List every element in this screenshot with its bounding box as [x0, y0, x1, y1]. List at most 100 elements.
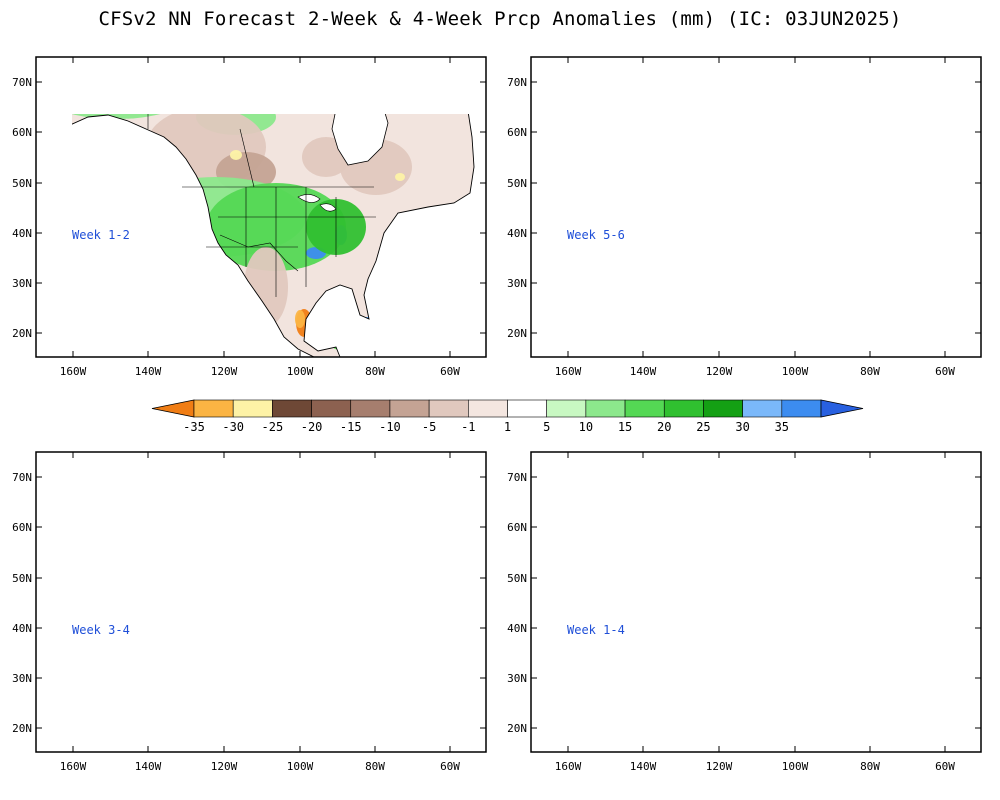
lat-tick-label: 70N [507, 76, 527, 89]
lon-tick-label: 60W [935, 760, 955, 773]
lat-tick-label: 50N [12, 572, 32, 585]
panel-frame [530, 451, 982, 753]
lon-tick-label: 140W [135, 365, 162, 378]
colorbar-swatch [232, 399, 273, 418]
colorbar-swatch [546, 399, 587, 418]
colorbar-swatch [389, 399, 430, 418]
colorbar-tick-label: 10 [579, 420, 593, 434]
lon-tick-label: 100W [782, 365, 809, 378]
political-boundaries [72, 114, 475, 358]
map-panel-week-1-2: Week 1-2 70N 60N 50N 40N 30N 20N 160W 140W 120W 1… [12, 56, 487, 378]
colorbar-tick-label: -1 [461, 420, 475, 434]
colorbar-swatch [703, 399, 743, 418]
lon-tick-label: 140W [630, 365, 657, 378]
panel-label: Week 3-4 [72, 623, 130, 637]
lon-tick-label: 100W [287, 760, 314, 773]
lat-tick-label: 60N [507, 521, 527, 534]
colorbar-swatch [507, 399, 547, 418]
colorbar-tick-label: 25 [696, 420, 710, 434]
panel-label: Week 5-6 [567, 228, 625, 242]
colorbar-tick-label: 5 [543, 420, 550, 434]
colorbar-swatch [193, 399, 234, 418]
map-panel-week-1-4: Week 1-4 70N 60N 50N 40N 30N 20N 160W 140W 120W 1… [507, 451, 982, 773]
lat-tick-label: 30N [12, 277, 32, 290]
map-panel-week-3-4: Week 3-4 70N 60N 50N 40N 30N 20N 160W 140W 120W 1… [12, 451, 487, 773]
lon-tick-label: 160W [555, 365, 582, 378]
colorbar-swatch [428, 399, 469, 418]
lon-tick-label: 160W [60, 365, 87, 378]
lon-tick-label: 60W [440, 365, 460, 378]
colorbar-legend: -35 -30 -25 -20 -15 -10 -5 -1 1 5 10 15 20 25 30 35 [151, 399, 864, 434]
lat-tick-label: 40N [12, 622, 32, 635]
axis-ticks: 70N 60N 50N 40N 30N 20N 160W 140W 120W 100W 80W 60W [507, 57, 981, 378]
lat-tick-label: 50N [507, 177, 527, 190]
lon-tick-label: 120W [211, 760, 238, 773]
anomaly-blob [295, 310, 305, 328]
panel-label: Week 1-2 [72, 228, 130, 242]
colorbar-tick-label: 30 [735, 420, 749, 434]
lat-tick-label: 20N [12, 327, 32, 340]
lat-tick-label: 70N [12, 471, 32, 484]
colorbar-tick-label: 20 [657, 420, 671, 434]
lon-tick-label: 120W [211, 365, 238, 378]
lat-tick-label: 20N [12, 722, 32, 735]
colorbar-swatch [272, 399, 312, 418]
colorbar-tick-label: -30 [222, 420, 244, 434]
lat-tick-label: 70N [507, 471, 527, 484]
colorbar-swatch [350, 399, 391, 418]
lon-tick-label: 80W [860, 760, 880, 773]
colorbar-swatch [624, 399, 665, 418]
panel-frame [530, 56, 982, 358]
lat-tick-label: 30N [12, 672, 32, 685]
lon-tick-label: 140W [135, 760, 162, 773]
panel-frame [35, 56, 487, 358]
colorbar-swatch [585, 399, 626, 418]
lat-tick-label: 20N [507, 722, 527, 735]
lat-tick-label: 60N [507, 126, 527, 139]
colorbar-tick-label: 35 [775, 420, 789, 434]
colorbar-tick-label: -10 [379, 420, 401, 434]
axis-ticks: 70N 60N 50N 40N 30N 20N 160W 140W 120W 100W 80W 60W [12, 57, 486, 378]
lat-tick-label: 20N [507, 327, 527, 340]
colorbar-tick-label: 15 [618, 420, 632, 434]
lat-tick-label: 40N [507, 227, 527, 240]
colorbar-tick-label: -20 [301, 420, 323, 434]
lon-tick-label: 100W [287, 365, 314, 378]
lon-tick-label: 80W [365, 365, 385, 378]
map-panel-week-5-6: Week 5-6 70N 60N 50N 40N 30N 20N 160W 140W 120W 1… [507, 56, 982, 378]
lat-tick-label: 50N [12, 177, 32, 190]
colorbar-swatch [781, 399, 822, 418]
anomaly-blob [230, 150, 242, 160]
colorbar-tick-label: -15 [340, 420, 362, 434]
lon-tick-label: 160W [555, 760, 582, 773]
colorbar-end-high [820, 399, 864, 418]
colorbar-tick-label: -25 [262, 420, 284, 434]
lat-tick-label: 60N [12, 521, 32, 534]
lat-tick-label: 40N [507, 622, 527, 635]
panel-frame [35, 451, 487, 753]
figure-title: CFSv2 NN Forecast 2-Week & 4-Week Prcp A… [98, 8, 902, 30]
lat-tick-label: 40N [12, 227, 32, 240]
anomaly-blob [395, 173, 405, 181]
anomaly-field [72, 114, 486, 357]
colorbar-tick-label: -35 [183, 420, 205, 434]
colorbar-swatch [663, 399, 704, 418]
colorbar-swatch [742, 399, 783, 418]
lon-tick-label: 80W [365, 760, 385, 773]
lat-tick-label: 70N [12, 76, 32, 89]
colorbar-end-low [151, 399, 195, 418]
colorbar-swatch [468, 399, 508, 418]
lat-tick-label: 30N [507, 277, 527, 290]
lon-tick-label: 140W [630, 760, 657, 773]
lon-tick-label: 120W [706, 365, 733, 378]
lat-tick-label: 30N [507, 672, 527, 685]
axis-ticks: 70N 60N 50N 40N 30N 20N 160W 140W 120W 100W 80W 60W [12, 452, 486, 773]
colorbar-swatch [311, 399, 352, 418]
colorbar-tick-label: 1 [504, 420, 511, 434]
colorbar-tick-label: -5 [422, 420, 436, 434]
lon-tick-label: 80W [860, 365, 880, 378]
lat-tick-label: 60N [12, 126, 32, 139]
lon-tick-label: 120W [706, 760, 733, 773]
lon-tick-label: 100W [782, 760, 809, 773]
